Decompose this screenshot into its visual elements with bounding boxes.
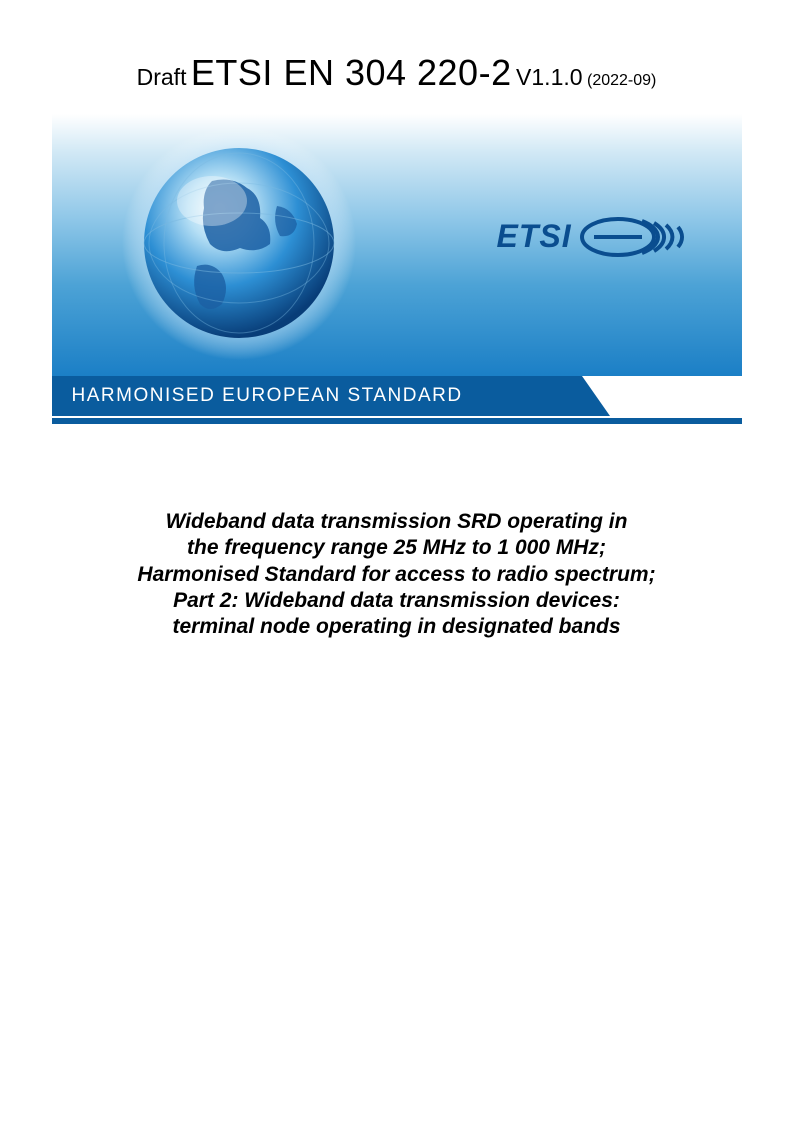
etsi-logo-text: ETSI xyxy=(497,218,572,255)
draft-label: Draft xyxy=(137,64,187,90)
banner-underline xyxy=(52,418,742,424)
banner-image-area: ETSI xyxy=(52,114,742,376)
banner-bottom: HARMONISED EUROPEAN STANDARD xyxy=(52,376,742,424)
desc-line-1: Wideband data transmission SRD operating… xyxy=(110,509,683,535)
standard-type-bar: HARMONISED EUROPEAN STANDARD xyxy=(52,376,582,416)
version-label: V1.1.0 xyxy=(516,64,583,90)
date-label: (2022-09) xyxy=(587,72,656,89)
desc-line-4: Part 2: Wideband data transmission devic… xyxy=(110,588,683,614)
globe-icon xyxy=(122,126,357,361)
desc-line-2: the frequency range 25 MHz to 1 000 MHz; xyxy=(110,535,683,561)
desc-line-5: terminal node operating in designated ba… xyxy=(110,614,683,640)
title-line: Draft ETSI EN 304 220-2 V1.1.0 (2022-09) xyxy=(50,52,743,94)
desc-line-3: Harmonised Standard for access to radio … xyxy=(110,562,683,588)
standard-type-text: HARMONISED EUROPEAN STANDARD xyxy=(72,385,463,407)
document-description: Wideband data transmission SRD operating… xyxy=(50,509,743,640)
etsi-rings-icon xyxy=(580,212,690,262)
document-page: Draft ETSI EN 304 220-2 V1.1.0 (2022-09) xyxy=(0,0,793,1122)
document-id: ETSI EN 304 220-2 xyxy=(191,52,512,93)
etsi-logo: ETSI xyxy=(497,209,692,264)
banner: ETSI HARMONISED EUROPEAN STANDARD xyxy=(52,114,742,424)
